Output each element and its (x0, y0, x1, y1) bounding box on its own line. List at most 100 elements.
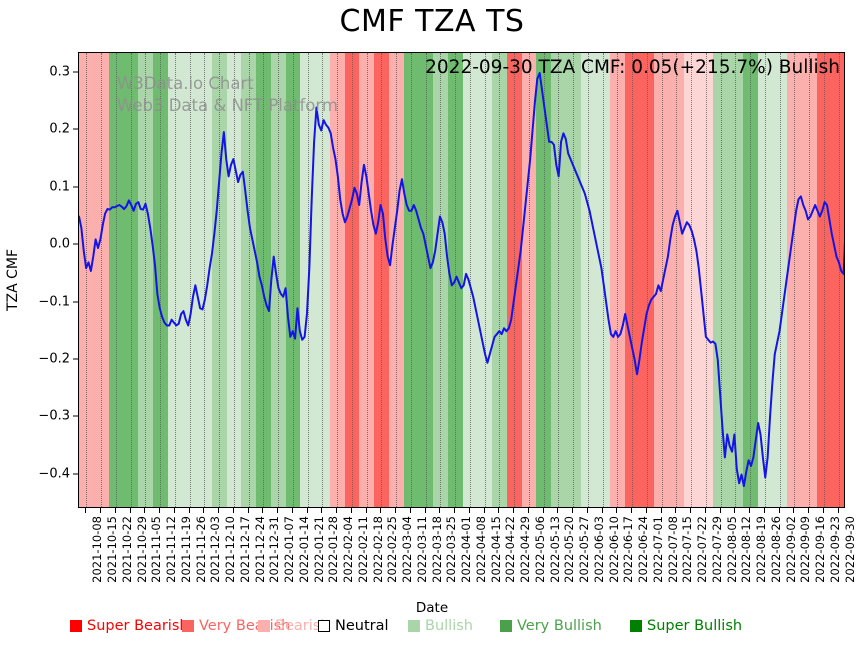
x-tick-mark (483, 508, 485, 513)
x-tick-label: 2022-06-24 (636, 516, 651, 583)
gridline-vertical (676, 53, 678, 507)
legend-swatch-icon (408, 620, 420, 632)
gridline-vertical (632, 53, 634, 507)
x-tick-label: 2021-11-26 (193, 516, 208, 583)
x-tick-label: 2021-10-22 (119, 516, 134, 583)
sentiment-band-bearish (787, 53, 817, 507)
x-tick-label: 2021-12-03 (208, 516, 223, 583)
x-tick-label: 2022-05-27 (577, 516, 592, 583)
x-tick-label: 2021-12-24 (252, 516, 267, 583)
gridline-vertical (145, 53, 147, 507)
x-tick-label: 2022-08-05 (724, 516, 739, 583)
x-tick-label: 2022-08-26 (768, 516, 783, 583)
y-tick-mark (73, 301, 78, 302)
gridline-vertical (823, 53, 825, 507)
gridline-vertical (322, 53, 324, 507)
x-tick-label: 2022-02-25 (385, 516, 400, 583)
x-tick-label: 2022-09-16 (813, 516, 828, 583)
y-tick-label: −0.2 (38, 351, 70, 367)
x-tick-mark (380, 508, 382, 513)
legend-swatch-icon (318, 620, 330, 632)
legend-item-very-bullish[interactable]: Very Bullish (500, 618, 602, 634)
x-tick-mark (749, 508, 751, 513)
x-tick-label: 2022-09-09 (798, 516, 813, 583)
y-tick-mark (73, 473, 78, 475)
plot-area: W3Data.io Chart Web3 Data & NFT Platform… (78, 52, 845, 508)
x-tick-label: 2022-01-28 (326, 516, 341, 583)
sentiment-band-very_bullish (403, 53, 433, 507)
x-tick-mark (601, 508, 603, 513)
vertical-gridlines (79, 53, 844, 507)
legend-item-neutral[interactable]: Neutral (318, 618, 389, 634)
y-tick-label: −0.1 (38, 294, 70, 309)
legend-item-super-bearish[interactable]: Super Bearish (70, 618, 189, 634)
x-tick-mark (291, 508, 293, 513)
page-title: CMF TZA TS (339, 4, 525, 39)
x-tick-label: 2022-02-04 (341, 516, 356, 583)
x-tick-mark (277, 508, 279, 513)
x-tick-mark (572, 508, 574, 513)
gridline-vertical (130, 53, 132, 507)
x-tick-mark (837, 508, 839, 513)
x-tick-mark (808, 508, 810, 513)
gridline-vertical (101, 53, 103, 507)
y-tick-mark (73, 186, 78, 188)
x-tick-mark (409, 508, 411, 513)
gridline-vertical (558, 53, 560, 507)
gridline-vertical (292, 53, 294, 507)
x-tick-label: 2022-06-03 (591, 516, 606, 583)
legend-item-super-bullish[interactable]: Super Bullish (630, 618, 742, 634)
gridline-vertical (351, 53, 353, 507)
x-tick-label: 2021-10-08 (90, 516, 105, 583)
gridline-vertical (646, 53, 648, 507)
x-tick-mark (793, 508, 795, 513)
y-axis: 0.3 0.2 0.1 0.0 −0.1 −0.2 −0.3 −0.4 (0, 52, 78, 508)
gridline-vertical (587, 53, 589, 507)
y-tick-mark (73, 358, 78, 360)
gridline-vertical (86, 53, 88, 507)
x-tick-label: 2022-07-01 (650, 516, 665, 583)
x-tick-label: 2022-04-01 (459, 516, 474, 583)
legend-item-bullish[interactable]: Bullish (408, 618, 473, 634)
x-tick-mark (395, 508, 397, 513)
x-tick-label: 2022-09-02 (783, 516, 798, 583)
x-axis: 2021-10-08 2021-10-15 2021-10-22 2021-10-29… (78, 508, 857, 608)
y-tick-label: 0.2 (49, 121, 70, 137)
x-tick-mark (144, 508, 146, 513)
gridline-vertical (720, 53, 722, 507)
x-tick-mark (586, 508, 588, 513)
legend-label: Super Bearish (87, 618, 189, 634)
gridline-vertical (735, 53, 737, 507)
x-tick-label: 2022-07-08 (665, 516, 680, 583)
x-tick-label: 2022-04-29 (518, 516, 533, 583)
x-tick-mark (350, 508, 352, 513)
x-tick-mark (218, 508, 220, 513)
x-tick-label: 2022-02-11 (355, 516, 370, 583)
legend: Super Bearish Very Bearish Bearish Neutral B… (0, 618, 864, 644)
gridline-vertical (204, 53, 206, 507)
x-tick-mark (468, 508, 470, 513)
x-tick-label: 2022-04-22 (503, 516, 518, 583)
legend-label: Very Bullish (517, 618, 602, 634)
x-tick-mark (675, 508, 677, 513)
x-tick-mark (719, 508, 721, 513)
sentiment-band-bullish (713, 53, 743, 507)
x-tick-mark (336, 508, 338, 513)
x-tick-label: 2022-05-06 (532, 516, 547, 583)
x-tick-mark (778, 508, 780, 513)
legend-swatch-icon (500, 620, 512, 632)
y-tick-label: 0.3 (49, 64, 70, 80)
x-tick-mark (173, 508, 175, 513)
x-tick-label: 2022-03-11 (414, 516, 429, 583)
y-tick-label: −0.4 (38, 466, 70, 482)
sentiment-band-bearish (79, 53, 109, 507)
x-tick-label: 2022-06-10 (606, 516, 621, 583)
x-tick-mark (100, 508, 102, 513)
legend-item-bearish[interactable]: Bearish (258, 618, 330, 634)
sentiment-band-pale_bearish (683, 53, 714, 507)
sentiment-band-very_bearish (624, 53, 655, 507)
gridline-vertical (543, 53, 545, 507)
gridline-vertical (440, 53, 442, 507)
gridline-vertical (764, 53, 766, 507)
x-tick-mark (85, 508, 87, 513)
